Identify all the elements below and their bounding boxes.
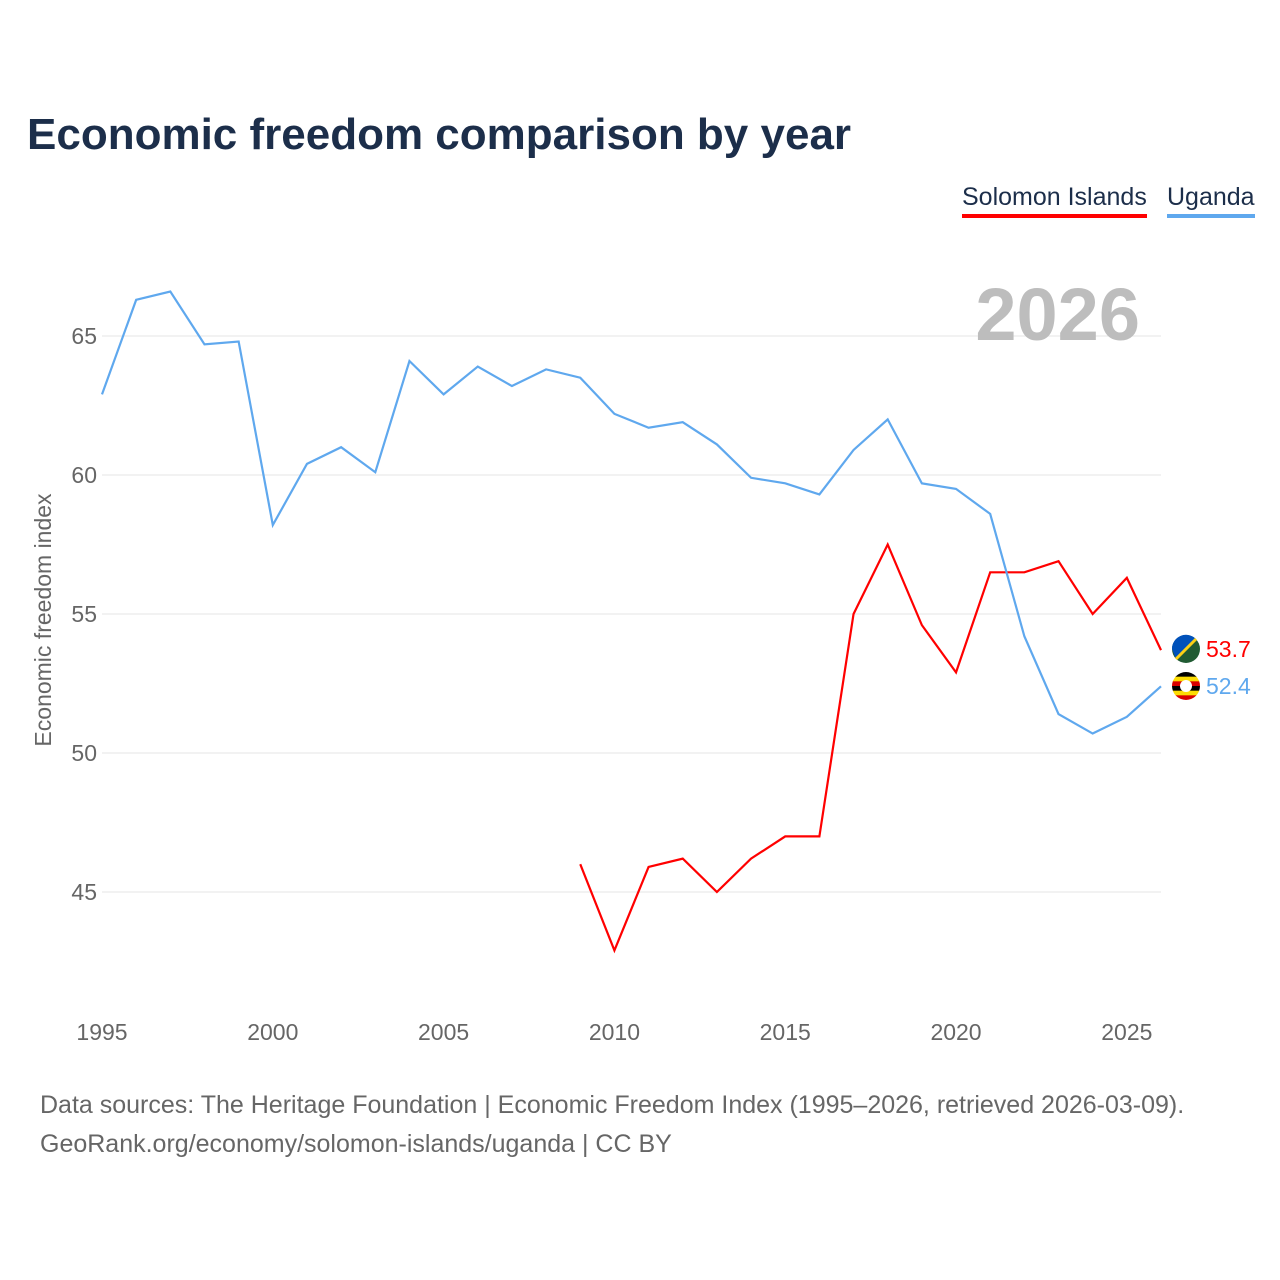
x-tick-label: 1995 bbox=[76, 1019, 127, 1045]
y-tick-label: 50 bbox=[71, 740, 97, 766]
flag-stripe bbox=[1172, 695, 1200, 700]
source-note: Data sources: The Heritage Foundation | … bbox=[40, 1086, 1184, 1164]
y-tick-label: 65 bbox=[71, 323, 97, 349]
flag-stripe bbox=[1172, 672, 1200, 678]
flag-stripe bbox=[1172, 690, 1200, 696]
y-axis-label: Economic freedom index bbox=[30, 493, 56, 747]
chart-title: Economic freedom comparison by year bbox=[27, 110, 852, 159]
x-tick-label: 2010 bbox=[589, 1019, 640, 1045]
series-line-solomon-islands bbox=[579, 541, 1162, 954]
legend-uganda[interactable]: Uganda bbox=[1167, 183, 1255, 218]
legend-solomon-islands[interactable]: Solomon Islands bbox=[962, 183, 1147, 218]
flag-stripe bbox=[1174, 637, 1198, 661]
uganda-flag-icon bbox=[1172, 672, 1200, 700]
end-value-label: 53.7 bbox=[1206, 636, 1251, 662]
x-tick-label: 2020 bbox=[930, 1019, 981, 1045]
flag-stripe bbox=[1172, 676, 1200, 682]
x-tick-label: 2000 bbox=[247, 1019, 298, 1045]
solomon-islands-flag-icon bbox=[1171, 634, 1200, 663]
flag-emblem bbox=[1180, 680, 1192, 692]
year-watermark: 2026 bbox=[975, 273, 1140, 356]
y-tick-label: 55 bbox=[71, 601, 97, 627]
x-tick-label: 2015 bbox=[760, 1019, 811, 1045]
x-tick-label: 2025 bbox=[1101, 1019, 1152, 1045]
x-tick-label: 2005 bbox=[418, 1019, 469, 1045]
source-line-2[interactable]: GeoRank.org/economy/solomon-islands/ugan… bbox=[40, 1130, 672, 1158]
end-value-label: 52.4 bbox=[1206, 673, 1251, 699]
y-tick-label: 45 bbox=[71, 879, 97, 905]
source-line-1: Data sources: The Heritage Foundation | … bbox=[40, 1091, 1185, 1119]
y-tick-label: 60 bbox=[71, 462, 97, 488]
series-line-uganda bbox=[100, 290, 1162, 735]
flag-blue bbox=[1171, 634, 1196, 659]
